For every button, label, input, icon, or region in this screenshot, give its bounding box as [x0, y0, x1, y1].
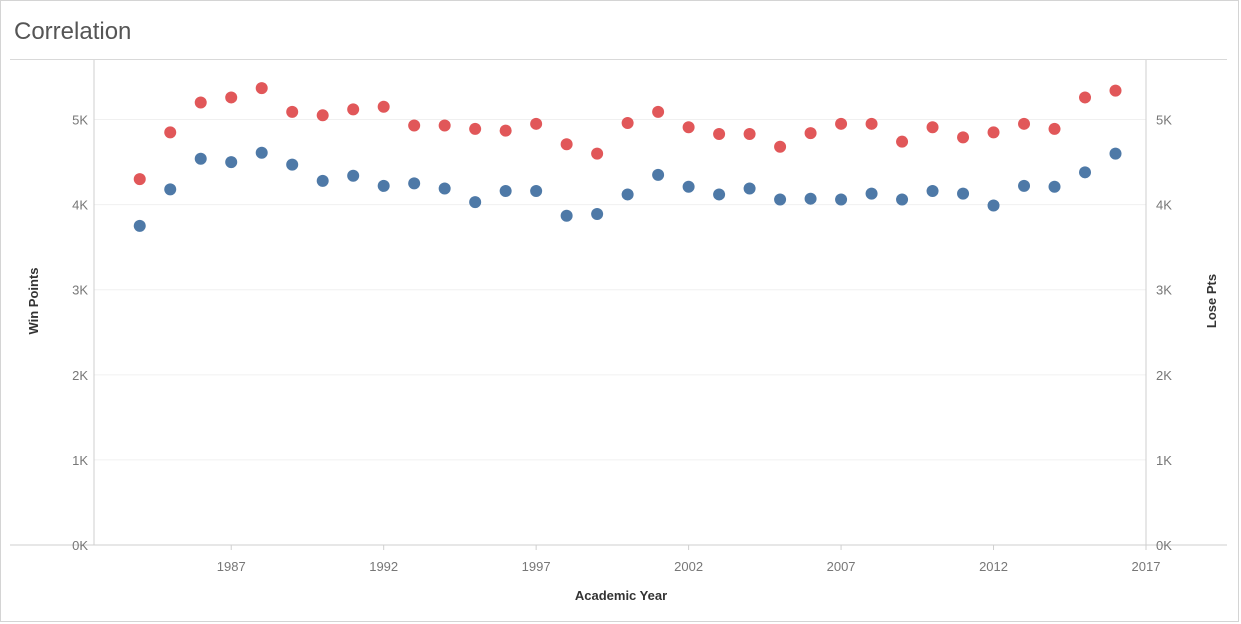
- lose-pts-point[interactable]: [987, 126, 1000, 139]
- x-axis-label: Academic Year: [575, 588, 667, 603]
- lose-pts-point[interactable]: [377, 100, 390, 113]
- tick-labels: 0K 0K 1K 1K 2K 2K 3K 3K 4K 4K 5K 5K 1987 1992 1997 2002…: [72, 113, 1172, 574]
- lose-pts-point[interactable]: [530, 117, 543, 130]
- lose-pts-point[interactable]: [438, 119, 451, 132]
- win-points-point[interactable]: [1079, 166, 1092, 179]
- win-points-point[interactable]: [682, 180, 695, 193]
- win-points-point[interactable]: [133, 219, 146, 232]
- lose-pts-point[interactable]: [896, 135, 909, 148]
- win-points-point[interactable]: [1048, 180, 1061, 193]
- win-points-point[interactable]: [652, 168, 665, 181]
- lose-pts-point[interactable]: [743, 128, 756, 141]
- lose-pts-point[interactable]: [1048, 122, 1061, 135]
- y-tick-label: 4K: [72, 198, 88, 213]
- lose-pts-point[interactable]: [286, 105, 299, 118]
- lose-pts-point[interactable]: [591, 147, 604, 160]
- win-points-point[interactable]: [743, 182, 756, 195]
- win-points-point[interactable]: [1109, 147, 1122, 160]
- lose-pts-point[interactable]: [469, 122, 482, 135]
- win-points-point[interactable]: [560, 209, 573, 222]
- win-points-point[interactable]: [774, 193, 787, 206]
- win-points-point[interactable]: [835, 193, 848, 206]
- x-tick-label: 2012: [979, 559, 1008, 574]
- x-tick-label: 2017: [1132, 559, 1161, 574]
- x-tick-label: 1987: [217, 559, 246, 574]
- y2-tick-label: 0K: [1156, 538, 1172, 553]
- lose-pts-point[interactable]: [499, 124, 512, 137]
- win-points-point[interactable]: [164, 183, 177, 196]
- axes: [10, 60, 1227, 550]
- lose-pts-point[interactable]: [1018, 117, 1031, 130]
- lose-pts-point[interactable]: [408, 119, 421, 132]
- win-points-point[interactable]: [926, 185, 939, 198]
- y2-tick-label: 5K: [1156, 113, 1172, 128]
- y-tick-label: 3K: [72, 283, 88, 298]
- lose-pts-point[interactable]: [560, 138, 573, 151]
- win-points-point[interactable]: [438, 182, 451, 195]
- y2-axis-label: Lose Pts: [1204, 274, 1219, 328]
- lose-pts-point[interactable]: [225, 91, 238, 104]
- lose-pts-point[interactable]: [1109, 84, 1122, 97]
- y-tick-label: 1K: [72, 453, 88, 468]
- win-points-point[interactable]: [591, 208, 604, 221]
- lose-pts-point[interactable]: [957, 131, 970, 144]
- y-tick-label: 0K: [72, 538, 88, 553]
- y-tick-label: 5K: [72, 113, 88, 128]
- win-points-point[interactable]: [530, 185, 543, 198]
- win-points-point[interactable]: [347, 169, 360, 182]
- win-points-point[interactable]: [1018, 179, 1031, 192]
- win-points-point[interactable]: [316, 174, 329, 187]
- chart-title: Correlation: [14, 18, 132, 45]
- lose-pts-point[interactable]: [865, 117, 878, 130]
- lose-pts-point[interactable]: [804, 127, 817, 140]
- win-points-point[interactable]: [377, 179, 390, 192]
- win-points-point[interactable]: [408, 177, 421, 190]
- win-points-point[interactable]: [286, 158, 299, 171]
- win-points-point[interactable]: [621, 188, 634, 201]
- lose-pts-point[interactable]: [194, 96, 207, 109]
- win-points-point[interactable]: [194, 152, 207, 165]
- y2-tick-label: 4K: [1156, 198, 1172, 213]
- win-points-point[interactable]: [865, 187, 878, 200]
- y-axis-label: Win Points: [26, 267, 41, 334]
- x-tick-label: 2007: [827, 559, 856, 574]
- y2-tick-label: 3K: [1156, 283, 1172, 298]
- y-tick-label: 2K: [72, 368, 88, 383]
- grid-lines: [94, 119, 1146, 461]
- lose-pts-point[interactable]: [774, 140, 787, 153]
- x-tick-label: 1992: [369, 559, 398, 574]
- data-points: [133, 82, 1122, 232]
- lose-pts-point[interactable]: [133, 173, 146, 186]
- win-points-point[interactable]: [957, 187, 970, 200]
- lose-pts-point[interactable]: [1079, 91, 1092, 104]
- lose-pts-point[interactable]: [652, 105, 665, 118]
- win-points-point[interactable]: [987, 199, 1000, 212]
- lose-pts-point[interactable]: [835, 117, 848, 130]
- x-tick-label: 1997: [522, 559, 551, 574]
- lose-pts-point[interactable]: [164, 126, 177, 139]
- win-points-point[interactable]: [896, 193, 909, 206]
- y2-tick-label: 2K: [1156, 368, 1172, 383]
- lose-pts-point[interactable]: [621, 116, 634, 129]
- win-points-point[interactable]: [713, 188, 726, 201]
- x-tick-label: 2002: [674, 559, 703, 574]
- y2-tick-label: 1K: [1156, 453, 1172, 468]
- win-points-point[interactable]: [469, 196, 482, 209]
- win-points-point[interactable]: [225, 156, 238, 169]
- lose-pts-point[interactable]: [255, 82, 268, 95]
- win-points-point[interactable]: [255, 146, 268, 159]
- lose-pts-point[interactable]: [713, 128, 726, 141]
- win-points-point[interactable]: [499, 185, 512, 198]
- lose-pts-point[interactable]: [926, 121, 939, 134]
- lose-pts-point[interactable]: [347, 103, 360, 116]
- title-divider: [10, 59, 1227, 60]
- win-points-point[interactable]: [804, 192, 817, 205]
- lose-pts-point[interactable]: [682, 121, 695, 134]
- lose-pts-point[interactable]: [316, 109, 329, 122]
